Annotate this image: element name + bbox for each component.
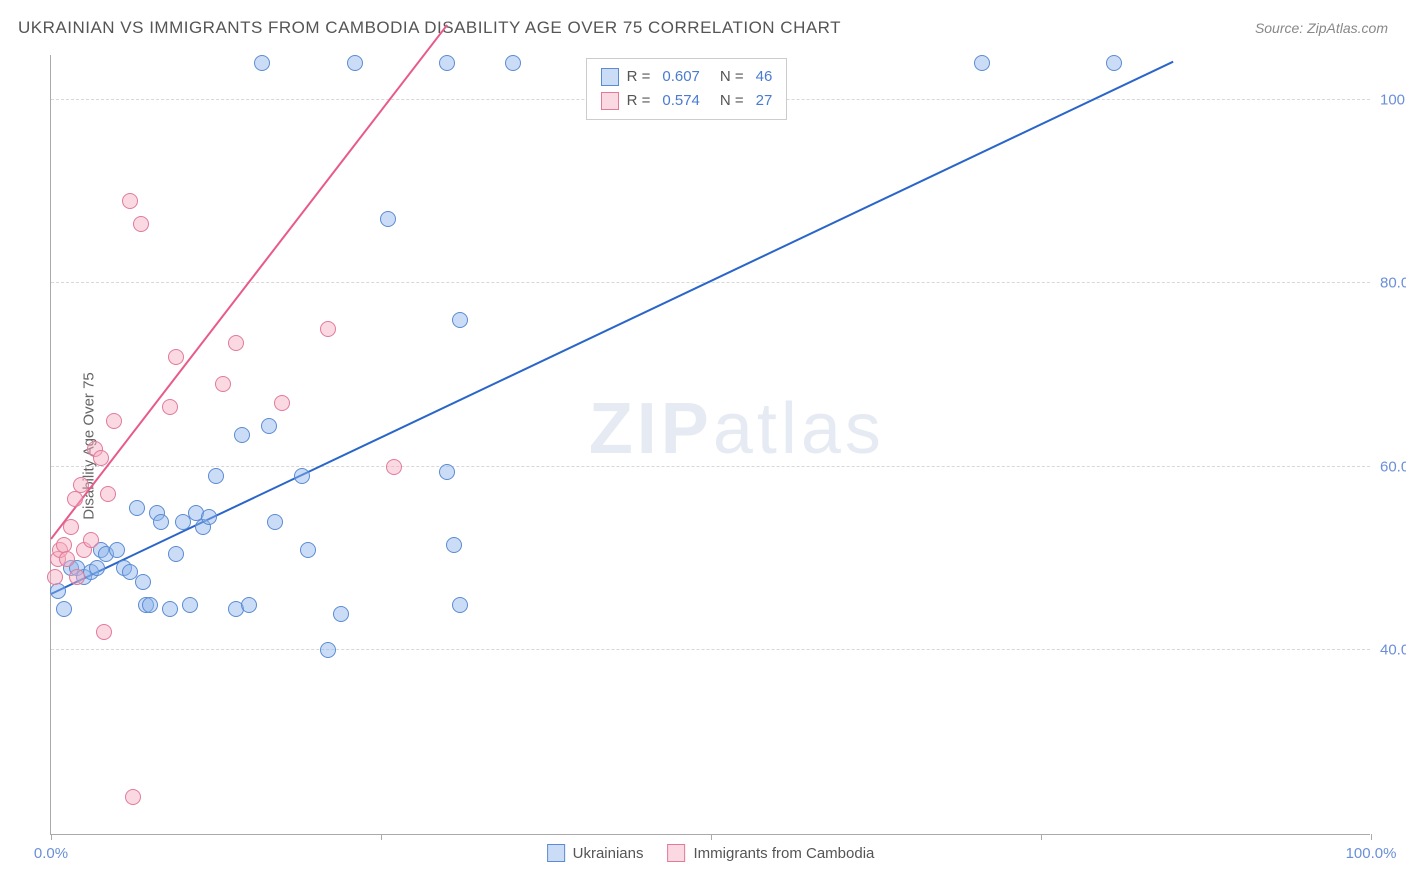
swatch-ukrainians-icon xyxy=(547,844,565,862)
data-point-ukrainians xyxy=(201,509,217,525)
gridline xyxy=(51,649,1370,650)
x-tick-label: 100.0% xyxy=(1346,845,1397,862)
legend-label: Immigrants from Cambodia xyxy=(693,845,874,862)
x-tick xyxy=(1371,834,1372,840)
data-point-cambodia xyxy=(274,395,290,411)
n-label: N = xyxy=(720,65,744,89)
swatch-cambodia-icon xyxy=(601,92,619,110)
legend-item-cambodia: Immigrants from Cambodia xyxy=(667,844,874,862)
data-point-ukrainians xyxy=(89,560,105,576)
legend-label: Ukrainians xyxy=(573,845,644,862)
data-point-cambodia xyxy=(63,519,79,535)
data-point-ukrainians xyxy=(333,606,349,622)
data-point-ukrainians xyxy=(320,642,336,658)
data-point-cambodia xyxy=(125,789,141,805)
data-point-ukrainians xyxy=(974,55,990,71)
data-point-ukrainians xyxy=(261,418,277,434)
data-point-ukrainians xyxy=(452,597,468,613)
swatch-ukrainians-icon xyxy=(601,68,619,86)
data-point-cambodia xyxy=(162,399,178,415)
r-label: R = xyxy=(627,65,651,89)
stats-legend-row-ukrainians: R = 0.607 N = 46 xyxy=(601,65,773,89)
data-point-cambodia xyxy=(47,569,63,585)
data-point-cambodia xyxy=(100,486,116,502)
data-point-cambodia xyxy=(122,193,138,209)
data-point-cambodia xyxy=(386,459,402,475)
x-tick xyxy=(381,834,382,840)
data-point-ukrainians xyxy=(208,468,224,484)
data-point-cambodia xyxy=(96,624,112,640)
watermark: ZIPatlas xyxy=(589,388,885,470)
data-point-ukrainians xyxy=(162,601,178,617)
data-point-cambodia xyxy=(69,569,85,585)
data-point-ukrainians xyxy=(300,542,316,558)
data-point-ukrainians xyxy=(241,597,257,613)
n-label: N = xyxy=(720,89,744,113)
r-value: 0.607 xyxy=(662,65,700,89)
y-tick-label: 100.0% xyxy=(1380,91,1406,108)
data-point-ukrainians xyxy=(109,542,125,558)
data-point-cambodia xyxy=(93,450,109,466)
y-tick-label: 80.0% xyxy=(1380,275,1406,292)
data-point-cambodia xyxy=(67,491,83,507)
data-point-cambodia xyxy=(320,321,336,337)
source-attribution: Source: ZipAtlas.com xyxy=(1255,20,1388,36)
stats-legend-row-cambodia: R = 0.574 N = 27 xyxy=(601,89,773,113)
data-point-ukrainians xyxy=(347,55,363,71)
data-point-ukrainians xyxy=(267,514,283,530)
stats-legend: R = 0.607 N = 46 R = 0.574 N = 27 xyxy=(586,58,788,120)
swatch-cambodia-icon xyxy=(667,844,685,862)
chart-title: UKRAINIAN VS IMMIGRANTS FROM CAMBODIA DI… xyxy=(18,18,841,38)
data-point-ukrainians xyxy=(439,55,455,71)
data-point-ukrainians xyxy=(135,574,151,590)
data-point-ukrainians xyxy=(153,514,169,530)
scatter-plot-area: ZIPatlas 40.0%60.0%80.0%100.0%0.0%100.0%… xyxy=(50,55,1370,835)
data-point-ukrainians xyxy=(182,597,198,613)
gridline xyxy=(51,466,1370,467)
n-value: 46 xyxy=(756,65,773,89)
data-point-ukrainians xyxy=(1106,55,1122,71)
trend-line-ukrainians xyxy=(51,61,1174,595)
data-point-ukrainians xyxy=(452,312,468,328)
data-point-ukrainians xyxy=(254,55,270,71)
r-value: 0.574 xyxy=(662,89,700,113)
legend-item-ukrainians: Ukrainians xyxy=(547,844,644,862)
data-point-ukrainians xyxy=(439,464,455,480)
data-point-ukrainians xyxy=(234,427,250,443)
data-point-cambodia xyxy=(133,216,149,232)
data-point-ukrainians xyxy=(294,468,310,484)
r-label: R = xyxy=(627,89,651,113)
n-value: 27 xyxy=(756,89,773,113)
data-point-ukrainians xyxy=(168,546,184,562)
data-point-ukrainians xyxy=(380,211,396,227)
data-point-ukrainians xyxy=(50,583,66,599)
y-tick-label: 40.0% xyxy=(1380,642,1406,659)
series-legend: Ukrainians Immigrants from Cambodia xyxy=(547,844,875,862)
y-tick-label: 60.0% xyxy=(1380,458,1406,475)
data-point-ukrainians xyxy=(129,500,145,516)
data-point-cambodia xyxy=(228,335,244,351)
data-point-cambodia xyxy=(59,551,75,567)
x-tick xyxy=(711,834,712,840)
data-point-ukrainians xyxy=(56,601,72,617)
data-point-cambodia xyxy=(83,532,99,548)
data-point-ukrainians xyxy=(505,55,521,71)
data-point-cambodia xyxy=(73,477,89,493)
data-point-cambodia xyxy=(106,413,122,429)
x-tick xyxy=(1041,834,1042,840)
data-point-cambodia xyxy=(215,376,231,392)
data-point-cambodia xyxy=(168,349,184,365)
data-point-ukrainians xyxy=(142,597,158,613)
x-tick-label: 0.0% xyxy=(34,845,68,862)
x-tick xyxy=(51,834,52,840)
data-point-ukrainians xyxy=(446,537,462,553)
